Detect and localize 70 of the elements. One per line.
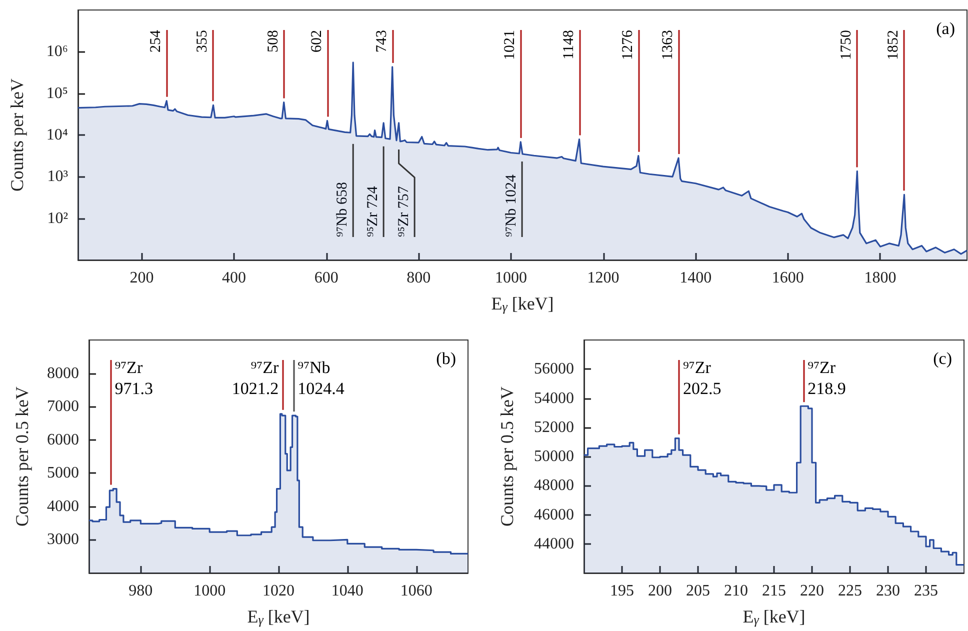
- annotation: ⁹⁷Nb 658: [334, 182, 351, 237]
- ref-line-label: ⁹⁷Zr 971.3: [114, 358, 153, 398]
- y-tick-label: 54000: [534, 390, 574, 407]
- y-tick-label: 10³: [47, 168, 68, 186]
- annotation: ⁹⁵Zr 757: [396, 186, 412, 237]
- annotation: (a): [936, 19, 955, 38]
- ref-line-label: 355: [194, 30, 211, 52]
- x-tick-label: 1400: [680, 270, 712, 286]
- ref-line-label: 254: [148, 30, 164, 52]
- annotation: ⁹⁵Zr 724: [365, 186, 382, 237]
- x-tick-label: 200: [130, 270, 154, 286]
- ref-line-label: 743: [374, 30, 390, 52]
- y-tick-label: 10⁶: [46, 43, 68, 60]
- y-tick-label: 48000: [534, 477, 574, 494]
- x-tick-label: 225: [838, 582, 862, 600]
- x-tick-label: 1040: [331, 582, 364, 600]
- y-tick-label: 52000: [534, 418, 574, 436]
- annotation: (b): [436, 349, 456, 368]
- y-tick-label: 50000: [534, 448, 574, 465]
- ref-line-label: 1363: [660, 30, 676, 60]
- y-tick-label: 5000: [47, 464, 79, 482]
- y-tick-label: 44000: [534, 535, 574, 552]
- x-tick-label: 400: [222, 270, 246, 286]
- x-tick-label: 1200: [587, 270, 620, 286]
- x-tick-label: 215: [762, 582, 786, 600]
- ref-line-label: 1148: [560, 30, 577, 60]
- y-tick-label: 10⁵: [46, 84, 68, 102]
- x-tick-label: 600: [314, 270, 338, 286]
- y-tick-label: 6000: [47, 431, 79, 448]
- y-tick-label: 10⁴: [46, 126, 68, 144]
- x-tick-label: 205: [686, 582, 710, 600]
- x-tick-label: 1020: [262, 582, 294, 600]
- x-tick-label: 1000: [494, 270, 527, 286]
- ref-line-label: ⁹⁷Zr 1021.2: [232, 358, 279, 398]
- x-tick-label: 1600: [772, 270, 804, 286]
- y-tick-label: 3000: [47, 531, 79, 548]
- x-tick-label: 230: [876, 582, 900, 600]
- ref-line-label: 508: [265, 30, 282, 52]
- ref-line-label: 1021: [502, 30, 518, 60]
- x-tick-label: 980: [128, 582, 153, 600]
- x-axis-title: Eγ [keV]: [491, 294, 554, 314]
- y-axis-title: Counts per 0.5 keV: [12, 386, 32, 526]
- ref-line-label: ⁹⁷Nb 1024.4: [298, 358, 345, 398]
- ref-line-label: 1276: [620, 30, 636, 60]
- y-tick-label: 4000: [47, 498, 79, 515]
- x-axis-title: Eγ [keV]: [247, 606, 310, 627]
- y-tick-label: 10²: [47, 210, 68, 227]
- x-tick-label: 220: [800, 582, 824, 600]
- annotation: ⁹⁷Nb 1024: [504, 174, 520, 237]
- ref-line-label: ⁹⁷Zr 202.5: [683, 358, 722, 398]
- ref-line-label: 1852: [886, 30, 902, 60]
- x-tick-label: 200: [648, 582, 672, 600]
- annotation: (c): [933, 349, 952, 368]
- x-tick-label: 235: [914, 582, 938, 600]
- x-tick-label: 1060: [400, 582, 432, 600]
- x-tick-label: 195: [610, 582, 634, 600]
- y-axis-title: Counts per keV: [7, 78, 27, 192]
- x-axis-title: Eγ [keV]: [742, 606, 806, 627]
- x-tick-label: 1000: [194, 582, 226, 600]
- y-axis-title: Counts per 0.5 keV: [497, 386, 517, 526]
- ref-line-label: 602: [308, 30, 325, 52]
- x-tick-label: 210: [724, 582, 748, 600]
- x-tick-label: 800: [406, 270, 431, 286]
- ref-line-label: ⁹⁷Zr 218.9: [808, 358, 846, 398]
- ref-line-label: 1750: [838, 30, 855, 60]
- y-tick-label: 7000: [47, 398, 79, 416]
- y-tick-label: 8000: [47, 364, 79, 382]
- x-tick-label: 1800: [864, 270, 896, 286]
- y-tick-label: 56000: [534, 360, 574, 378]
- y-tick-label: 46000: [534, 506, 574, 524]
